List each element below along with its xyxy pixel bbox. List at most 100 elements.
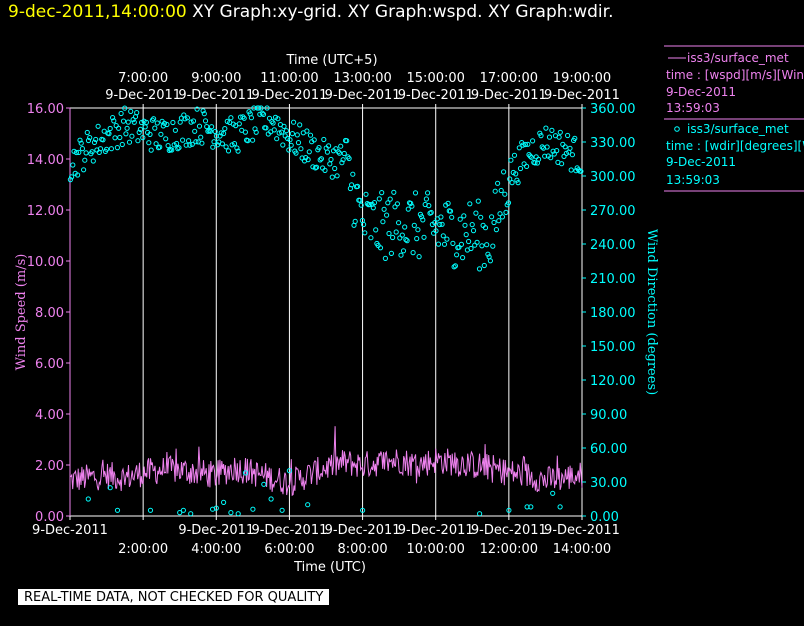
wdir-point: [193, 139, 199, 145]
legend-wdir-name: iss3/surface_met: [687, 122, 789, 136]
wdir-point: [358, 202, 364, 208]
wdir-point: [524, 163, 530, 169]
wdir-point: [70, 162, 76, 168]
wdir-point: [400, 248, 407, 254]
wdir-point: [163, 136, 169, 142]
wdir-point: [452, 263, 458, 269]
wdir-point: [569, 152, 576, 158]
wdir-point: [118, 110, 124, 117]
wdir-point: [542, 153, 548, 159]
wdir-point: [528, 154, 535, 160]
wdir-point: [198, 134, 204, 140]
legend-wspd-label: time : [wspd][m/s][Wind: [666, 68, 804, 82]
wdir-point: [550, 148, 556, 154]
wdir-point: [248, 115, 254, 121]
wdir-point: [485, 251, 491, 257]
wdir-point: [188, 511, 194, 517]
wdir-point: [450, 240, 456, 246]
wdir-point: [192, 128, 198, 134]
top-tick-date: 9-Dec-2011: [471, 88, 547, 103]
wdir-point: [83, 150, 89, 156]
wdir-point: [327, 161, 333, 167]
wdir-point: [123, 131, 129, 137]
wdir-point: [128, 108, 134, 115]
wdir-point: [478, 214, 484, 220]
wdir-point: [449, 214, 455, 220]
wdir-point: [136, 129, 142, 135]
top-tick-date: 9-Dec-2011: [398, 88, 474, 103]
wdir-series: [67, 105, 584, 517]
wdir-point: [125, 119, 131, 125]
top-tick-time: 9:00:00: [191, 71, 241, 86]
wdir-point: [457, 216, 463, 222]
wdir-point: [304, 128, 310, 134]
wdir-point: [419, 214, 425, 220]
wdir-point: [482, 225, 489, 231]
wdir-point: [78, 140, 84, 146]
wdir-point: [384, 212, 390, 218]
wdir-point: [245, 138, 251, 144]
legend-wdir-swatch: [674, 126, 680, 132]
top-tick-date: 9-Dec-2011: [251, 88, 327, 103]
wdir-point: [447, 208, 454, 214]
wdir-point: [100, 137, 106, 143]
wdir-point: [349, 182, 355, 188]
wdir-point: [527, 153, 533, 159]
wdir-point: [201, 111, 207, 117]
wdir-point: [479, 243, 485, 249]
right-tick-label: 270.00: [590, 204, 636, 219]
wdir-point: [274, 136, 280, 142]
wdir-point: [268, 496, 274, 502]
top-tick-time: 13:00:00: [333, 71, 391, 86]
wdir-point: [328, 156, 334, 163]
legend-wspd-name: iss3/surface_met: [687, 51, 789, 65]
wdir-point: [520, 142, 526, 148]
wdir-point: [221, 130, 227, 137]
wdir-point: [152, 125, 158, 131]
wdir-point: [399, 232, 405, 238]
wdir-point: [336, 150, 343, 156]
wdir-point: [211, 139, 217, 145]
wdir-point: [524, 504, 530, 510]
header-title: 9-dec-2011,14:00:00 XY Graph:xy-grid. XY…: [8, 2, 614, 22]
wdir-point: [266, 115, 273, 121]
wdir-point: [112, 135, 118, 141]
wdir-point: [363, 191, 369, 197]
wdir-point: [568, 167, 574, 173]
wdir-point: [116, 125, 122, 131]
wdir-point: [306, 149, 312, 155]
wdir-point: [176, 145, 182, 151]
wdir-point: [499, 214, 505, 220]
top-tick-date: 9-Dec-2011: [544, 88, 620, 103]
wdir-point: [126, 139, 133, 145]
wdir-point: [460, 255, 466, 261]
legend-wdir-label: time : [wdir][degrees][W: [666, 139, 804, 153]
wdir-point: [279, 507, 285, 513]
wdir-point: [147, 507, 154, 513]
wdir-point: [129, 133, 135, 139]
wdir-point: [148, 147, 154, 153]
bottom-tick-date: 9-Dec-2011: [398, 523, 474, 538]
wdir-point: [297, 122, 303, 128]
wdir-point: [415, 227, 421, 233]
wdir-point: [428, 209, 434, 216]
wdir-point: [440, 233, 446, 239]
wdir-point: [350, 171, 356, 177]
wdir-point: [379, 190, 385, 196]
wdir-point: [158, 131, 164, 137]
wdir-point: [385, 200, 391, 206]
right-tick-label: 360.00: [590, 102, 636, 117]
wdir-point: [403, 237, 409, 243]
wdir-point: [276, 130, 282, 136]
wdir-point: [492, 188, 498, 194]
wdir-point: [408, 200, 414, 206]
wdir-point: [322, 167, 328, 173]
wdir-point: [340, 157, 346, 163]
wdir-point: [87, 135, 93, 141]
wdir-point: [329, 174, 335, 180]
right-tick-label: 120.00: [590, 374, 636, 389]
wdir-point: [77, 137, 83, 143]
wdir-point: [376, 196, 382, 202]
right-tick-label: 30.00: [590, 476, 627, 491]
top-tick-time: 11:00:00: [260, 71, 318, 86]
